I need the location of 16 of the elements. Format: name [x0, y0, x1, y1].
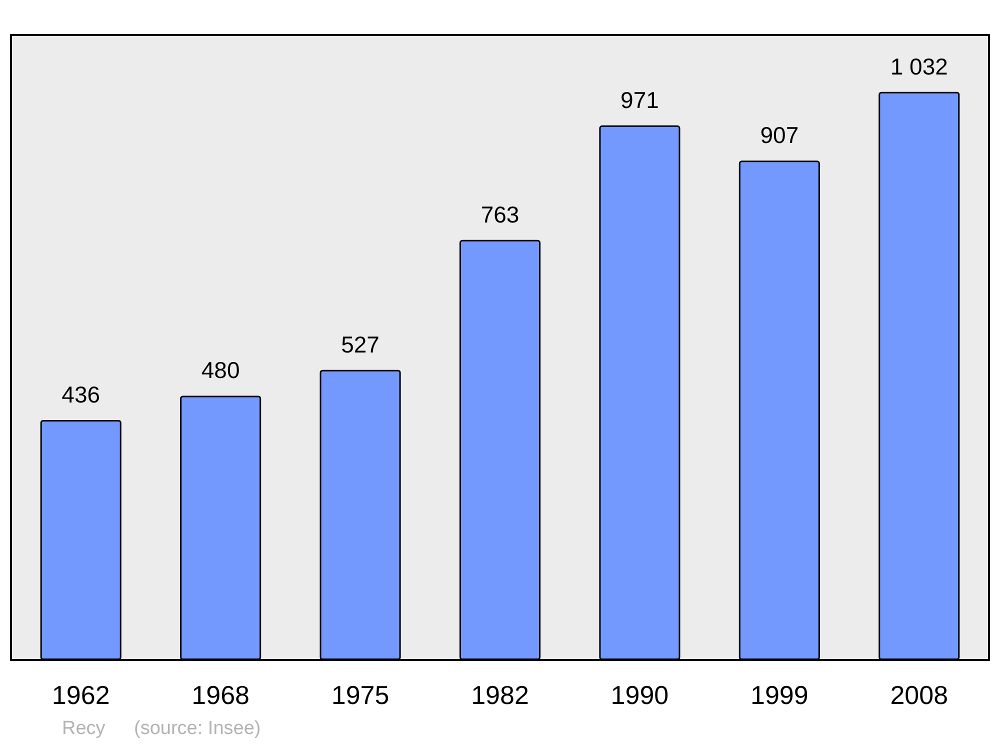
data-label: 1 032: [890, 53, 948, 80]
text: (source: Insee): [134, 718, 261, 739]
text: Recy: [62, 718, 106, 739]
x-tick-label: 1982: [471, 680, 529, 710]
x-tick-label: 1999: [750, 680, 808, 710]
x-tick-label: 1962: [52, 680, 110, 710]
data-label: 436: [62, 381, 100, 408]
data-label: 907: [760, 122, 799, 148]
x-tick-label: 1968: [192, 680, 250, 710]
x-tick-label: 1990: [610, 680, 669, 710]
data-label: 480: [201, 357, 240, 384]
data-label: 763: [480, 201, 520, 228]
data-label: 527: [341, 331, 380, 358]
x-tick-label: 2008: [890, 680, 948, 710]
data-label: 971: [620, 86, 659, 113]
x-tick-label: 1975: [331, 680, 390, 710]
